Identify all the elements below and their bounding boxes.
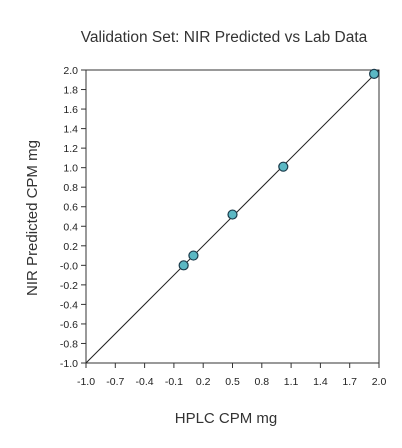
- y-tick-label: 1.4: [63, 124, 78, 136]
- y-tick-label: -0.0: [60, 260, 78, 272]
- x-tick-label: 0.5: [225, 376, 240, 388]
- x-tick-label: 1.7: [342, 376, 357, 388]
- x-tick-label: -0.7: [106, 376, 124, 388]
- x-tick-label: -0.1: [165, 376, 183, 388]
- x-tick-label: -1.0: [77, 376, 95, 388]
- y-tick-label: 1.2: [63, 143, 78, 155]
- chart-title: Validation Set: NIR Predicted vs Lab Dat…: [81, 29, 368, 46]
- y-tick-label: 0.8: [63, 182, 78, 194]
- x-tick-label: 2.0: [372, 376, 387, 388]
- y-tick-label: 0.2: [63, 241, 78, 253]
- y-tick-label: -0.8: [60, 338, 78, 350]
- x-tick-label: 0.8: [254, 376, 269, 388]
- y-tick-label: -0.2: [60, 280, 78, 292]
- y-axis-title: NIR Predicted CPM mg: [24, 140, 41, 296]
- x-axis-title: HPLC CPM mg: [175, 410, 278, 427]
- x-tick-label: 0.2: [196, 376, 211, 388]
- y-tick-label: 0.4: [63, 221, 78, 233]
- x-tick-label: 1.1: [284, 376, 299, 388]
- y-tick-label: -0.4: [60, 299, 78, 311]
- y-tick-label: -0.6: [60, 319, 78, 331]
- x-tick-label: 1.4: [313, 376, 328, 388]
- y-tick-label: 0.6: [63, 202, 78, 214]
- x-tick-label: -0.4: [136, 376, 154, 388]
- data-point: [278, 161, 289, 172]
- data-point: [188, 250, 199, 261]
- y-tick-label: 2.0: [63, 65, 78, 77]
- data-point: [178, 260, 189, 271]
- y-tick-label: 1.6: [63, 104, 78, 116]
- y-tick-label: -1.0: [60, 358, 78, 370]
- data-point: [369, 68, 380, 80]
- y-tick-label: 1.8: [63, 85, 78, 97]
- y-tick-label: 1.0: [63, 163, 78, 175]
- data-point: [227, 209, 238, 220]
